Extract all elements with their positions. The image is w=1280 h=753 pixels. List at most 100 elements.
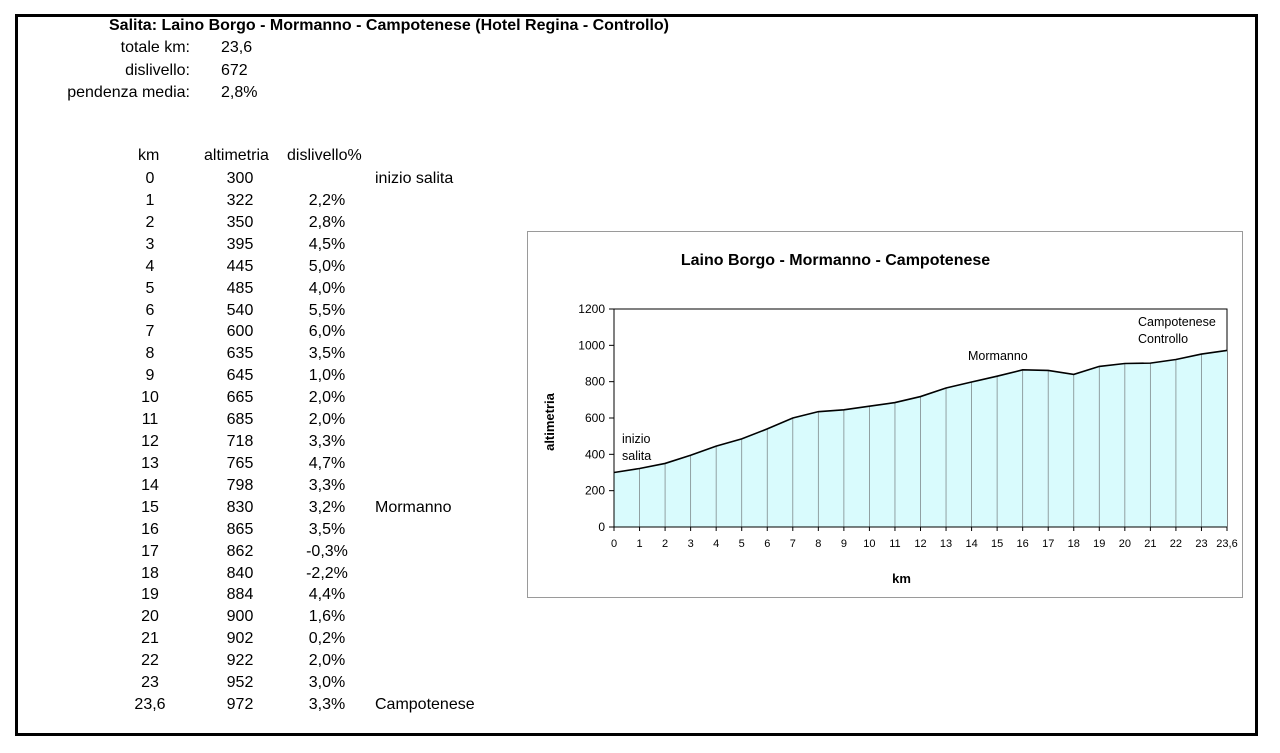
table-cell-dislivello: 3,3% — [308, 696, 346, 713]
x-tick-label: 7 — [790, 538, 796, 550]
x-tick-label: 23 — [1195, 538, 1207, 550]
table-cell-km: 16 — [141, 521, 159, 538]
table-cell-altimetria: 685 — [226, 411, 254, 428]
table-cell-dislivello: 2,0% — [308, 652, 346, 669]
table-cell-altimetria: 485 — [226, 280, 254, 297]
page-frame — [15, 14, 1258, 736]
table-cell-dislivello: 4,5% — [308, 236, 346, 253]
table-cell-km: 15 — [141, 499, 159, 516]
table-cell-km: 20 — [141, 608, 159, 625]
x-tick-label: 4 — [713, 538, 719, 550]
table-cell-altimetria: 600 — [226, 323, 254, 340]
table-cell-dislivello: 4,7% — [308, 455, 346, 472]
x-tick-label: 22 — [1170, 538, 1182, 550]
table-cell-km: 9 — [145, 367, 155, 384]
summary-value-km: 23,6 — [221, 39, 253, 56]
summary-label-km: totale km: — [120, 39, 190, 56]
table-cell-dislivello: 3,3% — [308, 433, 346, 450]
x-tick-label: 21 — [1144, 538, 1156, 550]
summary-label-dislivello: dislivello: — [125, 62, 190, 79]
altitude-chart: Laino Borgo - Mormanno - Campotenese0200… — [542, 252, 1238, 586]
table-cell-altimetria: 395 — [226, 236, 254, 253]
table-cell-km: 12 — [141, 433, 159, 450]
table-cell-km: 0 — [145, 170, 155, 187]
table-cell-altimetria: 952 — [226, 674, 254, 691]
x-tick-label: 6 — [764, 538, 770, 550]
table-cell-altimetria: 830 — [226, 499, 254, 516]
y-tick-label: 600 — [585, 411, 605, 425]
table-cell-dislivello: 6,0% — [308, 323, 346, 340]
x-tick-label: 18 — [1068, 538, 1080, 550]
table-cell-km: 21 — [141, 630, 159, 647]
table-cell-km: 11 — [141, 411, 159, 428]
table-cell-dislivello: 3,5% — [308, 521, 346, 538]
table-cell-km: 5 — [145, 280, 155, 297]
table-cell-altimetria: 322 — [226, 192, 254, 209]
page-title: Salita: Laino Borgo - Mormanno - Campote… — [109, 17, 670, 34]
summary-value-dislivello: 672 — [221, 62, 248, 79]
table-cell-km: 13 — [141, 455, 159, 472]
table-cell-dislivello: -0,3% — [306, 543, 348, 560]
table-cell-dislivello: 2,8% — [308, 214, 346, 231]
x-tick-label: 19 — [1093, 538, 1105, 550]
table-cell-km: 14 — [141, 477, 159, 494]
table-cell-altimetria: 798 — [226, 477, 254, 494]
annotation-mormanno: Mormanno — [968, 349, 1028, 363]
table-cell-dislivello: 4,4% — [308, 586, 346, 603]
x-tick-label: 2 — [662, 538, 668, 550]
y-tick-label: 200 — [585, 484, 605, 498]
table-cell-km: 19 — [141, 586, 159, 603]
table-cell-km: 4 — [145, 258, 155, 275]
table-cell-km: 18 — [141, 565, 159, 582]
table-cell-altimetria: 540 — [226, 302, 254, 319]
table-cell-dislivello: 4,0% — [308, 280, 346, 297]
x-tick-label: 16 — [1017, 538, 1029, 550]
table-cell-dislivello: 1,0% — [308, 367, 346, 384]
x-tick-label: 8 — [815, 538, 821, 550]
altitude-line — [613, 349, 1228, 474]
column-header-dislivello: dislivello% — [287, 147, 362, 164]
table-cell-altimetria: 972 — [226, 696, 254, 713]
x-tick-label: 5 — [739, 538, 745, 550]
x-tick-label: 13 — [940, 538, 952, 550]
table-cell-dislivello: 5,0% — [308, 258, 346, 275]
chart-panel: Laino Borgo - Mormanno - Campotenese 0 200… — [527, 231, 1243, 598]
table-cell-altimetria: 900 — [226, 608, 254, 625]
table-cell-km: 6 — [145, 302, 155, 319]
table-cell-altimetria: 884 — [226, 586, 254, 603]
table-cell-km: 8 — [145, 345, 155, 362]
table-cell-dislivello: 1,6% — [308, 608, 346, 625]
table-cell-dislivello: 5,5% — [308, 302, 346, 319]
table-cell-altimetria: 862 — [226, 543, 254, 560]
column-header-km: km — [138, 147, 160, 164]
table-cell-dislivello: 3,5% — [308, 345, 346, 362]
table-cell-dislivello: 2,0% — [308, 389, 346, 406]
table-cell-km: 22 — [141, 652, 159, 669]
table-cell-altimetria: 922 — [226, 652, 254, 669]
y-tick-label: 1000 — [578, 338, 605, 352]
y-tick-label: 1200 — [578, 302, 605, 316]
x-tick-label: 3 — [688, 538, 694, 550]
table-cell-km: 23,6 — [134, 696, 166, 713]
y-tick-label: 400 — [585, 447, 605, 461]
x-tick-label: 0 — [611, 538, 617, 550]
annotation-campotenese-line2: Controllo — [1138, 332, 1188, 346]
x-tick-label: 10 — [863, 538, 875, 550]
table-cell-km: 10 — [141, 389, 159, 406]
table-cell-km: 17 — [141, 543, 159, 560]
table-cell-altimetria: 635 — [226, 345, 254, 362]
table-cell-altimetria: 665 — [226, 389, 254, 406]
x-tick-label: 14 — [965, 538, 977, 550]
table-cell-dislivello: 0,2% — [308, 630, 346, 647]
x-tick-label: 23,6 — [1216, 538, 1237, 550]
x-tick-label: 12 — [914, 538, 926, 550]
table-cell-note: Mormanno — [375, 499, 452, 516]
summary-label-pendenza: pendenza media: — [67, 84, 190, 101]
table-cell-dislivello: -2,2% — [306, 565, 348, 582]
table-cell-km: 7 — [145, 323, 155, 340]
annotation-inizio-line2: salita — [622, 449, 651, 463]
table-cell-altimetria: 645 — [226, 367, 254, 384]
table-cell-altimetria: 300 — [226, 170, 254, 187]
annotation-campotenese-line1: Campotenese — [1138, 315, 1216, 329]
x-axis-label: km — [892, 571, 911, 586]
